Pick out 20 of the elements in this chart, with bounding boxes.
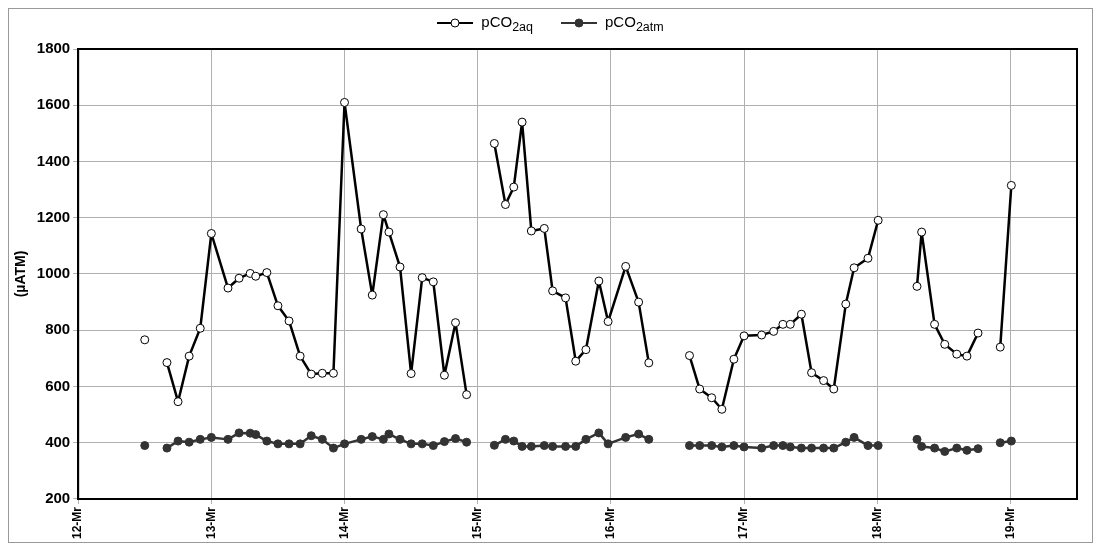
x-tick-label: 12-Mr bbox=[70, 506, 85, 540]
y-tick-label: 1400 bbox=[36, 151, 71, 169]
x-tick-label: 16-Mr bbox=[603, 506, 618, 540]
x-tick-label: 17-Mr bbox=[736, 506, 751, 540]
legend-label: pCO$_{2atm}$ bbox=[605, 12, 664, 34]
y-tick-label: 400 bbox=[45, 432, 71, 450]
x-tick-label: 18-Mr bbox=[869, 506, 884, 540]
y-tick-label: 800 bbox=[45, 320, 71, 338]
x-tick-label: 19-Mr bbox=[1002, 506, 1017, 540]
y-tick-label: 1000 bbox=[36, 264, 71, 282]
y-tick-label: 1800 bbox=[36, 39, 71, 57]
y-tick-label: 1200 bbox=[36, 207, 71, 225]
x-tick-label: 13-Mr bbox=[203, 506, 218, 540]
y-tick-label: 1600 bbox=[36, 95, 71, 113]
x-tick-label: 15-Mr bbox=[470, 506, 485, 540]
y-axis-title: (µATM) bbox=[12, 250, 29, 298]
legend-label: pCO$_{2aq}$ bbox=[481, 12, 534, 34]
y-tick-label: 200 bbox=[45, 489, 71, 507]
y-tick-label: 600 bbox=[45, 376, 71, 394]
x-tick-label: 14-Mr bbox=[336, 506, 351, 540]
